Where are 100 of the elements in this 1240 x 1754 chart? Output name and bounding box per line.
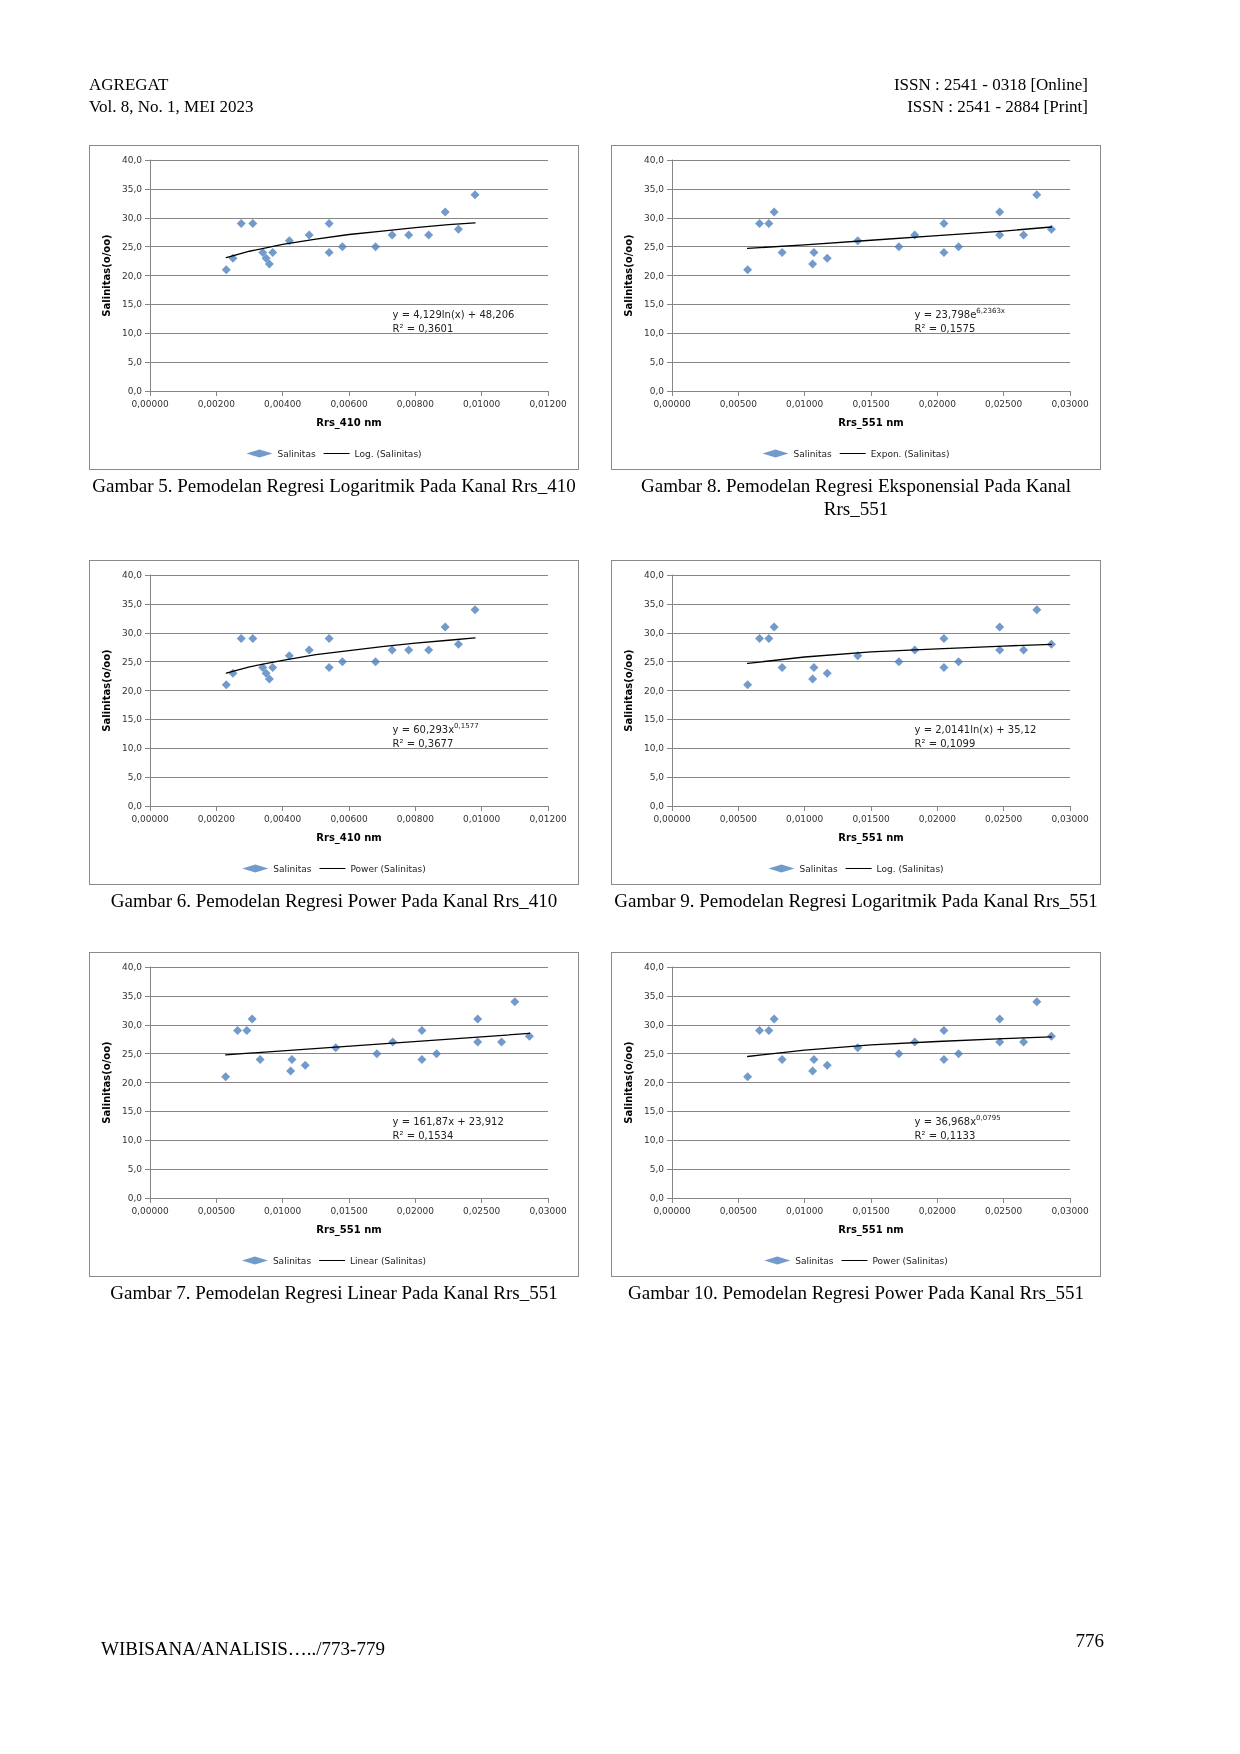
point xyxy=(995,645,1005,655)
y-tick-label: 30,0 xyxy=(121,212,143,223)
point xyxy=(894,1049,904,1059)
point xyxy=(808,674,818,684)
point xyxy=(261,253,271,263)
point xyxy=(764,1026,774,1036)
point xyxy=(387,230,397,240)
x-tick-label: 0,00500 xyxy=(197,1205,236,1216)
point xyxy=(939,1026,949,1036)
x-tick-label: 0,01000 xyxy=(463,813,501,824)
point xyxy=(995,230,1005,240)
y-tick-label: 35,0 xyxy=(121,990,143,1001)
legend-label: Salinitas xyxy=(277,448,316,459)
x-tick-label: 0,02500 xyxy=(463,1205,501,1216)
annotation: y = 2,0141ln(x) + 35,12 xyxy=(914,724,1037,735)
y-axis-title: Salinitas(o/oo) xyxy=(622,234,634,317)
legend-label: Salinitas xyxy=(272,1255,312,1266)
y-tick-label: 0,0 xyxy=(649,801,665,811)
x-tick-label: 0,01200 xyxy=(529,398,567,409)
annotation: R² = 0,1133 xyxy=(914,1130,976,1141)
annotation: y = 4,129ln(x) + 48,206 xyxy=(392,309,515,320)
y-tick-label: 10,0 xyxy=(121,328,143,339)
x-axis-title: Rrs_551 nm xyxy=(316,1223,382,1236)
point xyxy=(337,242,347,252)
point xyxy=(822,668,832,678)
text: Gambar 9. Pemodelan Regresi Logaritmik Pada Kanal Rrs_551 xyxy=(613,889,1099,912)
y-tick-label: 10,0 xyxy=(643,328,665,339)
x-tick-label: 0,00000 xyxy=(131,398,169,409)
annotation: R² = 0,3677 xyxy=(392,738,454,749)
point xyxy=(755,1026,765,1036)
point xyxy=(809,247,819,257)
annotation: y = 161,87x + 23,912 xyxy=(392,1116,504,1127)
x-tick-label: 0,00500 xyxy=(719,1205,758,1216)
point xyxy=(264,259,274,269)
text: Vol. 8, No. 1, MEI 2023 xyxy=(89,96,254,118)
point xyxy=(473,1014,483,1024)
y-tick-label: 35,0 xyxy=(121,598,143,609)
y-tick-label: 25,0 xyxy=(643,656,665,667)
point xyxy=(777,1054,787,1064)
point xyxy=(939,1054,949,1064)
point xyxy=(1032,190,1042,200)
x-axis-title: Rrs_410 nm xyxy=(316,416,382,429)
x-tick-label: 0,03000 xyxy=(1051,398,1089,409)
y-tick-label: 5,0 xyxy=(127,772,143,783)
y-tick-label: 10,0 xyxy=(643,743,665,754)
point xyxy=(769,622,779,632)
point xyxy=(473,1037,483,1047)
point xyxy=(939,634,949,644)
point xyxy=(268,247,278,257)
point xyxy=(324,247,334,257)
legend-label: Power (Salinitas) xyxy=(872,1255,948,1266)
legend-label: Log. (Salinitas) xyxy=(354,448,422,459)
y-axis-title: Salinitas(o/oo) xyxy=(100,1041,112,1124)
y-tick-label: 20,0 xyxy=(643,685,665,696)
y-tick-label: 25,0 xyxy=(121,241,143,252)
x-tick-label: 0,03000 xyxy=(1051,813,1089,824)
y-tick-label: 25,0 xyxy=(643,1048,665,1059)
x-tick-label: 0,01000 xyxy=(786,398,824,409)
point xyxy=(324,662,334,672)
point xyxy=(995,207,1005,217)
x-tick-label: 0,00400 xyxy=(264,813,302,824)
x-tick-label: 0,01500 xyxy=(852,1205,890,1216)
x-tick-label: 0,00800 xyxy=(396,398,435,409)
y-tick-label: 15,0 xyxy=(121,299,143,310)
x-tick-label: 0,00200 xyxy=(197,398,236,409)
x-tick-label: 0,01200 xyxy=(529,813,567,824)
text: Gambar 10. Pemodelan Regresi Power Pada Kanal Rrs_551 xyxy=(627,1281,1085,1304)
text: Gambar 8. Pemodelan Regresi Eksponensial Pada Kanal Rrs_551 xyxy=(640,474,1072,520)
y-axis-title: Salinitas(o/oo) xyxy=(100,649,112,732)
point xyxy=(404,645,414,655)
x-tick-label: 0,02000 xyxy=(396,1205,435,1216)
x-tick-label: 0,01000 xyxy=(786,813,824,824)
x-tick-label: 0,00600 xyxy=(330,398,368,409)
legend-label: Salinitas xyxy=(795,1255,834,1266)
point xyxy=(808,1066,818,1076)
point xyxy=(743,680,753,690)
y-tick-label: 35,0 xyxy=(643,990,665,1001)
y-tick-label: 35,0 xyxy=(643,183,665,194)
text: WIBISANA/ANALISIS…../773-779 xyxy=(101,1638,385,1659)
y-tick-label: 30,0 xyxy=(121,1019,143,1030)
annotation: R² = 0,1534 xyxy=(392,1130,454,1141)
point xyxy=(417,1054,427,1064)
y-tick-label: 15,0 xyxy=(121,1106,143,1117)
point xyxy=(324,634,334,644)
y-tick-label: 30,0 xyxy=(643,627,665,638)
x-tick-label: 0,01500 xyxy=(852,813,890,824)
point xyxy=(954,242,964,252)
point xyxy=(337,657,347,667)
text: Gambar 5. Pemodelan Regresi Logaritmik Pada Kanal Rrs_410 xyxy=(91,474,577,497)
y-tick-label: 5,0 xyxy=(649,772,665,783)
x-tick-label: 0,01500 xyxy=(330,1205,368,1216)
point xyxy=(777,247,787,257)
point xyxy=(248,634,258,644)
legend-label: Log. (Salinitas) xyxy=(876,863,944,874)
y-axis-title: Salinitas(o/oo) xyxy=(100,234,112,317)
point xyxy=(755,219,765,229)
x-axis-title: Rrs_551 nm xyxy=(838,831,904,844)
text: AGREGAT xyxy=(89,74,170,96)
text: Gambar 7. Pemodelan Regresi Linear Pada Kanal Rrs_551 xyxy=(109,1281,559,1304)
x-axis-title: Rrs_551 nm xyxy=(838,416,904,429)
